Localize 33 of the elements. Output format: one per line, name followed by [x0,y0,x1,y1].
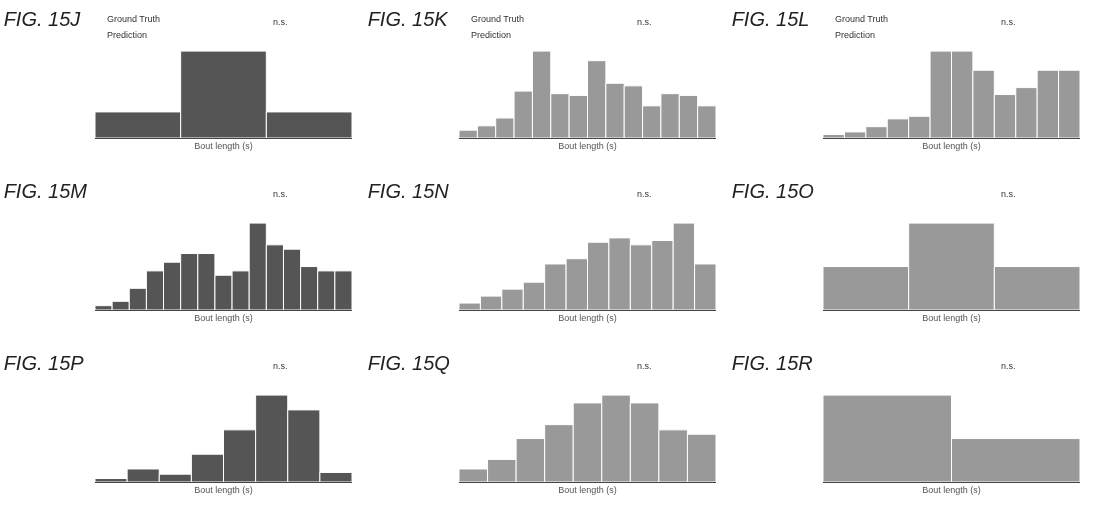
text: n.s. [273,17,288,27]
x-axis-title: Bout length (s) [194,312,253,323]
text: Prediction [471,30,512,40]
chart-title: FIG. 15N [367,180,450,203]
text: Ground Truth [835,14,889,24]
x-axis-title: Bout length (s) [922,140,981,151]
text: n.s. [1001,361,1016,371]
x-axis-title: Bout length (s) [194,484,253,495]
text: n.s. [637,17,652,27]
text: n.s. [637,189,652,199]
x-axis-title: Bout length (s) [558,140,617,151]
chart-title: FIG. 15J [3,8,82,31]
x-axis-title: Bout length (s) [558,484,617,495]
text: n.s. [273,189,288,199]
chart-title: FIG. 15Q [367,352,450,375]
x-axis-title: Bout length (s) [558,312,617,323]
chart-title: FIG. 15R [731,352,813,375]
text: Ground Truth [107,14,161,24]
chart-title: FIG. 15P [3,352,85,375]
text: n.s. [637,361,652,371]
chart-title: FIG. 15O [731,180,814,203]
chart-title: FIG. 15M [3,180,88,203]
text: Ground Truth [471,14,525,24]
x-axis-title: Bout length (s) [194,140,253,151]
text: n.s. [273,361,288,371]
x-axis-title: Bout length (s) [922,312,981,323]
x-axis-title: Bout length (s) [922,484,981,495]
chart-title: FIG. 15L [731,8,810,31]
text: n.s. [1001,189,1016,199]
chart-title: FIG. 15K [367,8,450,31]
text: n.s. [1001,17,1016,27]
text: Prediction [835,30,876,40]
text: Prediction [107,30,148,40]
